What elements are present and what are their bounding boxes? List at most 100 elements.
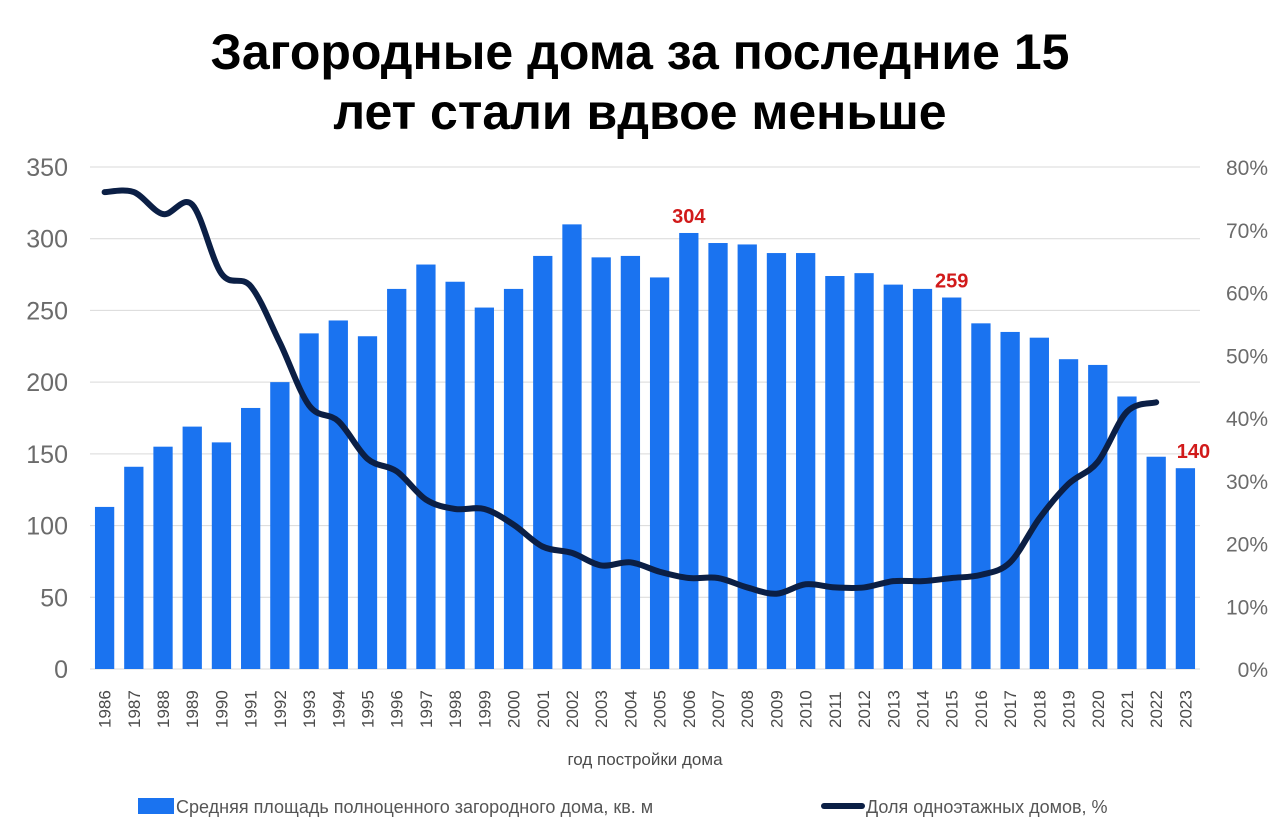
x-tick-label: 1995 [359, 690, 378, 728]
x-tick-label: 1994 [329, 690, 348, 728]
bar [153, 446, 173, 669]
left-axis-ticks: 0 50 100 150 200 250 300 350 [26, 154, 68, 684]
x-tick-label: 1997 [417, 690, 436, 728]
bar [766, 253, 787, 670]
x-tick-label: 2004 [621, 690, 640, 728]
x-tick-label: 1989 [183, 690, 202, 728]
bar [211, 442, 232, 669]
bar [620, 255, 641, 669]
x-tick-label: 1999 [475, 690, 494, 728]
x-tick-label: 1986 [96, 690, 115, 728]
bar [883, 284, 903, 669]
x-tick-label: 2007 [709, 690, 728, 728]
x-tick-label: 1990 [212, 690, 231, 728]
line-series [101, 187, 1160, 597]
x-tick-label: 2018 [1030, 690, 1049, 728]
data-label: 304 [672, 206, 706, 228]
bar [562, 224, 582, 669]
bar [971, 323, 991, 669]
legend-label-bars: Средняя площадь полноценного загородного… [176, 797, 653, 817]
x-tick-label: 2013 [884, 690, 903, 728]
x-tick-label: 2017 [1001, 690, 1020, 728]
y-right-tick-label: 0% [1238, 659, 1268, 682]
bar [591, 257, 611, 669]
bar [270, 382, 290, 669]
x-tick-label: 2016 [972, 690, 991, 728]
legend: Средняя площадь полноценного загородного… [138, 797, 1108, 817]
bar [445, 281, 465, 669]
y-right-tick-label: 10% [1226, 596, 1268, 619]
bar [1175, 468, 1196, 669]
bar [1058, 359, 1079, 669]
data-labels: 304 259 140 [672, 206, 1210, 463]
y-right-tick-label: 80% [1226, 157, 1268, 180]
x-tick-label: 2010 [797, 690, 816, 728]
bar [387, 288, 407, 669]
x-tick-label: 2011 [826, 691, 845, 728]
x-tick-label: 2022 [1147, 690, 1166, 728]
bar [124, 466, 144, 669]
legend-swatch-bars [138, 798, 174, 814]
y-right-tick-label: 30% [1226, 471, 1268, 494]
chart-title-line-2: лет стали вдвое меньше [333, 84, 947, 140]
bar [1029, 337, 1049, 669]
x-tick-label: 2001 [534, 690, 553, 728]
x-tick-label: 2021 [1118, 690, 1137, 728]
y-left-tick-label: 50 [40, 584, 68, 612]
bar [912, 288, 933, 669]
y-left-tick-label: 250 [26, 297, 68, 325]
bar [182, 426, 202, 669]
bar [708, 243, 728, 669]
x-tick-label: 1993 [300, 690, 319, 728]
x-tick-label: 2006 [680, 690, 699, 728]
x-tick-label: 1998 [446, 690, 465, 728]
x-tick-label: 1988 [154, 690, 173, 728]
bar [328, 320, 348, 669]
data-label: 259 [935, 271, 968, 293]
x-tick-label: 2009 [767, 690, 786, 728]
bar [474, 307, 494, 669]
data-label: 140 [1177, 441, 1210, 463]
bar [796, 253, 816, 670]
x-tick-label: 2005 [651, 690, 670, 728]
bar [1146, 456, 1166, 669]
y-right-tick-label: 70% [1226, 220, 1268, 243]
y-right-tick-label: 50% [1226, 345, 1268, 368]
x-tick-label: 2000 [505, 690, 524, 728]
x-tick-label: 2015 [943, 690, 962, 728]
y-left-tick-label: 300 [26, 226, 68, 254]
line-path [101, 187, 1160, 597]
y-right-tick-label: 20% [1226, 534, 1268, 557]
bar [416, 264, 436, 669]
bar [503, 288, 524, 669]
bar-series [94, 224, 1196, 670]
x-axis-label: год постройки дома [567, 750, 723, 769]
x-tick-label: 2012 [855, 690, 874, 728]
bar [241, 407, 261, 669]
x-tick-label: 2020 [1089, 690, 1108, 728]
y-left-tick-label: 100 [26, 513, 68, 541]
x-tick-label: 2023 [1176, 690, 1195, 728]
chart-title: Загородные дома за последние 15 лет стал… [0, 22, 1280, 142]
x-tick-label: 1992 [271, 690, 290, 728]
y-left-tick-label: 0 [54, 656, 68, 684]
bar [942, 297, 962, 669]
x-tick-label: 1996 [388, 690, 407, 728]
x-tick-label: 1991 [242, 690, 261, 728]
x-tick-label: 2014 [914, 690, 933, 728]
x-tick-label: 1987 [125, 690, 144, 728]
x-tick-label: 2019 [1060, 690, 1079, 728]
bar [1117, 396, 1137, 669]
bar [533, 255, 553, 669]
bar [649, 277, 670, 669]
bar [94, 506, 115, 669]
bar [357, 336, 378, 669]
x-tick-label: 2008 [738, 690, 757, 728]
y-left-tick-label: 200 [26, 369, 68, 397]
bar [737, 244, 757, 670]
y-left-tick-label: 150 [26, 441, 68, 469]
x-axis-ticks: 1986 1987 1988 1989 1990 1991 1992 1993 1994 1995… [96, 690, 1196, 728]
y-left-tick-label: 350 [26, 154, 68, 182]
bar [1088, 364, 1108, 669]
